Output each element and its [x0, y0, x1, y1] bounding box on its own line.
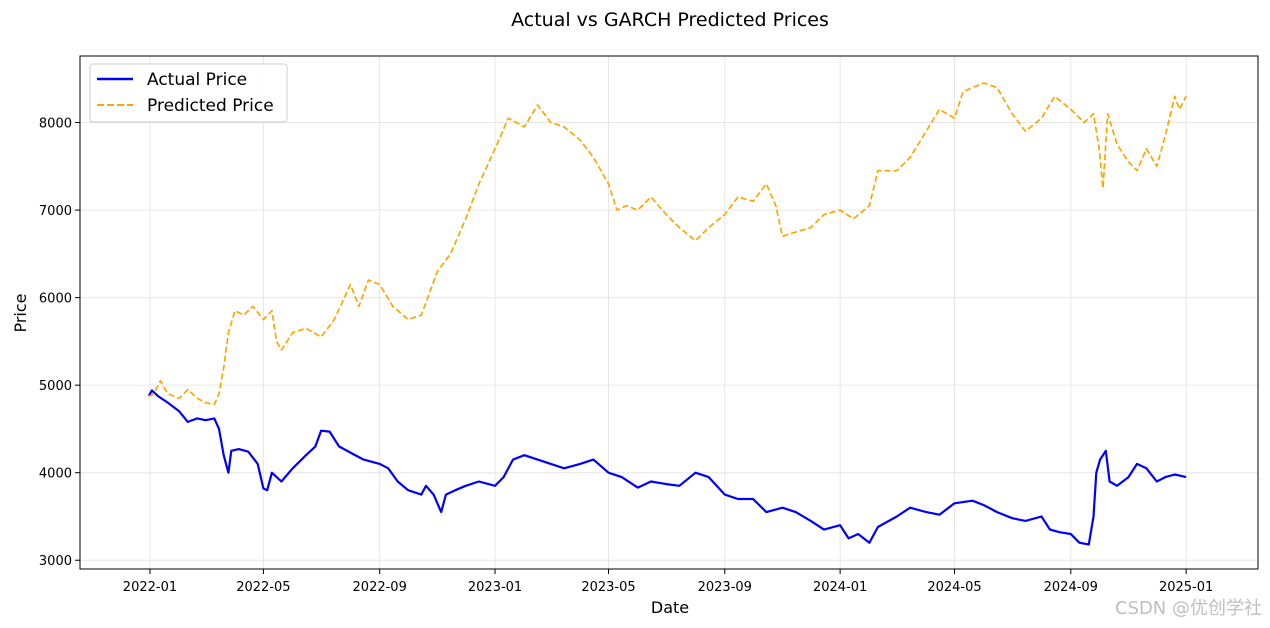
legend-box: [89, 63, 288, 123]
x-tick-label: 2024-01: [813, 580, 867, 595]
x-tick-label: 2023-09: [698, 580, 752, 595]
y-axis: 3000 4000 5000 6000 7000 8000: [39, 117, 80, 569]
x-tick-label: 2022-05: [236, 580, 290, 595]
x-tick-label: 2023-05: [581, 580, 635, 595]
x-tick-label: 2024-05: [927, 580, 981, 595]
plot-area-frame: [79, 55, 1259, 570]
x-tick-label: 2022-01: [123, 580, 177, 595]
x-tick-label: 2025-01: [1159, 580, 1213, 595]
legend-label-predicted: Predicted Price: [147, 96, 274, 116]
y-tick-label: 4000: [39, 467, 72, 482]
x-tick-label: 2024-09: [1044, 580, 1098, 595]
series-line-actual: [148, 389, 1187, 546]
y-tick-label: 6000: [39, 292, 72, 307]
series-lines: [148, 82, 1187, 546]
x-axis: 2022-01 2022-05 2022-09 2023-01 2023-05 2023-…: [123, 569, 1213, 595]
watermark-text: CSDN @优创学社: [1115, 598, 1262, 619]
legend: Actual Price Predicted Price: [89, 63, 288, 123]
y-tick-label: 7000: [39, 204, 72, 219]
grid-lines: [80, 56, 1258, 569]
y-tick-label: 8000: [39, 117, 72, 132]
x-tick-label: 2023-01: [468, 580, 522, 595]
x-tick-label: 2022-09: [353, 580, 407, 595]
y-axis-label: Price: [11, 293, 30, 332]
chart-title: Actual vs GARCH Predicted Prices: [511, 9, 829, 31]
series-line-predicted: [148, 82, 1187, 406]
y-tick-label: 3000: [39, 554, 72, 569]
y-tick-label: 5000: [39, 379, 72, 394]
legend-label-actual: Actual Price: [147, 70, 247, 90]
x-axis-label: Date: [651, 598, 689, 617]
